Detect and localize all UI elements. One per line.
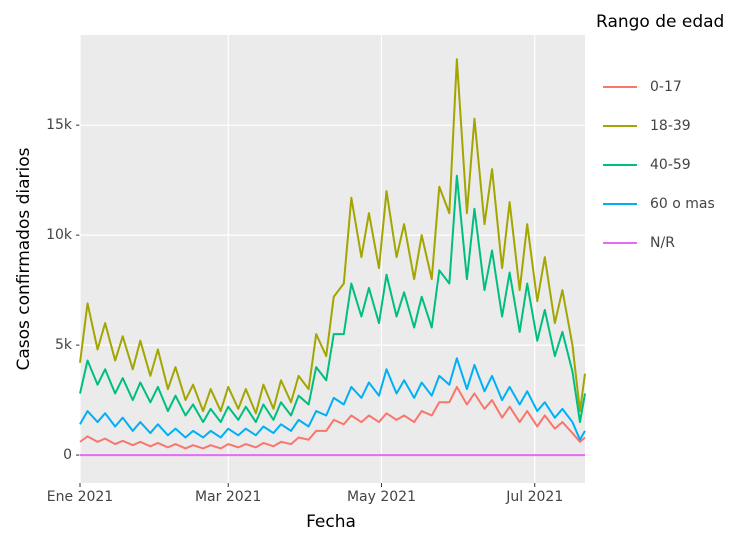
series-line bbox=[79, 357, 586, 441]
y-tick-label: 10k bbox=[46, 227, 73, 243]
series-line bbox=[79, 58, 586, 415]
x-axis-title: Fecha bbox=[306, 512, 356, 532]
legend-title: Rango de edad bbox=[596, 12, 724, 32]
series-line bbox=[79, 385, 586, 450]
series-line bbox=[79, 174, 586, 424]
y-tick-label: 0 bbox=[63, 447, 72, 463]
x-tick-label: May 2021 bbox=[347, 489, 416, 505]
plot-background bbox=[80, 35, 585, 483]
y-axis-title: Casos confirmados diarios bbox=[14, 147, 34, 370]
legend-label: 18-39 bbox=[650, 118, 691, 134]
legend-label: N/R bbox=[650, 235, 675, 251]
legend-label: 40-59 bbox=[650, 157, 691, 173]
y-tick-label: 15k bbox=[46, 117, 73, 133]
x-tick-label: Jul 2021 bbox=[505, 489, 563, 505]
x-tick-label: Ene 2021 bbox=[47, 489, 113, 505]
legend-label: 60 o mas bbox=[650, 196, 715, 212]
x-tick-label: Mar 2021 bbox=[195, 489, 262, 505]
legend-label: 0-17 bbox=[650, 79, 682, 95]
y-tick-label: 5k bbox=[55, 337, 73, 353]
